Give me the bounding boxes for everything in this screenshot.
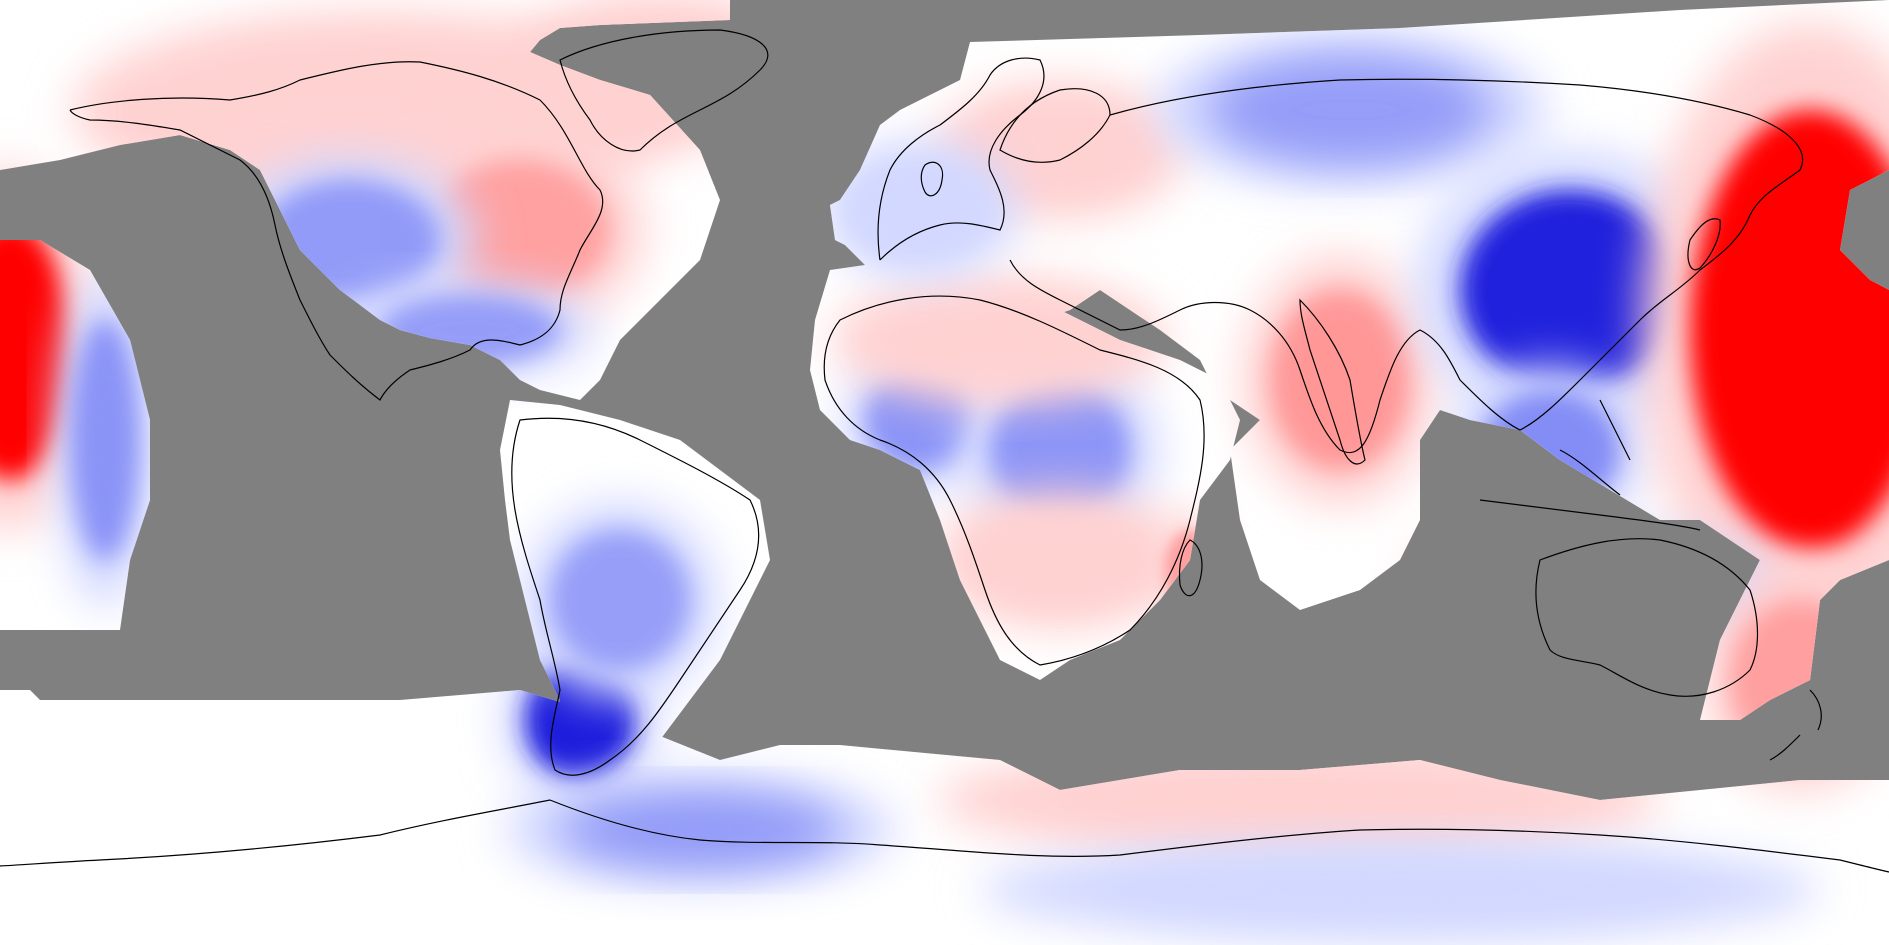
anomaly-india: [1270, 290, 1410, 470]
coastline-greenland: [559, 29, 769, 152]
coastline-uk: [920, 161, 944, 197]
coastline-new-zealand: [1769, 689, 1822, 761]
anomaly-north-africa: [880, 295, 1120, 385]
coastline-indonesia: [1479, 399, 1701, 531]
anomaly-western-europe: [850, 160, 990, 260]
anomaly-southern-africa: [970, 510, 1150, 610]
coastline-asia: [1009, 78, 1804, 454]
anomaly-south-america-central: [550, 530, 690, 670]
anomaly-northeast-pacific-band: [70, 320, 140, 560]
coastline-north-america: [69, 61, 604, 401]
coastline-europe: [877, 57, 1045, 261]
anomaly-southern-ocean-band: [1100, 855, 1700, 925]
anomaly-northeast-pacific-west: [0, 220, 70, 480]
coastline-south-america: [511, 417, 760, 776]
anomaly-eastern-usa: [430, 160, 610, 300]
anomaly-central-africa: [990, 380, 1130, 520]
coastline-india: [1299, 298, 1366, 465]
coastline-antarctica: [0, 799, 1889, 873]
coastline-australia: [1535, 538, 1759, 697]
coastline-japan: [1687, 218, 1721, 271]
anomaly-west-antarctica: [560, 790, 840, 870]
coastline-africa: [823, 295, 1205, 666]
coastlines: [0, 29, 1889, 873]
anomaly-east-antarctica: [1040, 760, 1560, 840]
anomaly-siberia: [1210, 55, 1490, 165]
coastline-madagascar: [1178, 539, 1203, 597]
anomaly-scandinavia: [970, 100, 1150, 200]
anomaly-east-china: [1460, 190, 1680, 390]
